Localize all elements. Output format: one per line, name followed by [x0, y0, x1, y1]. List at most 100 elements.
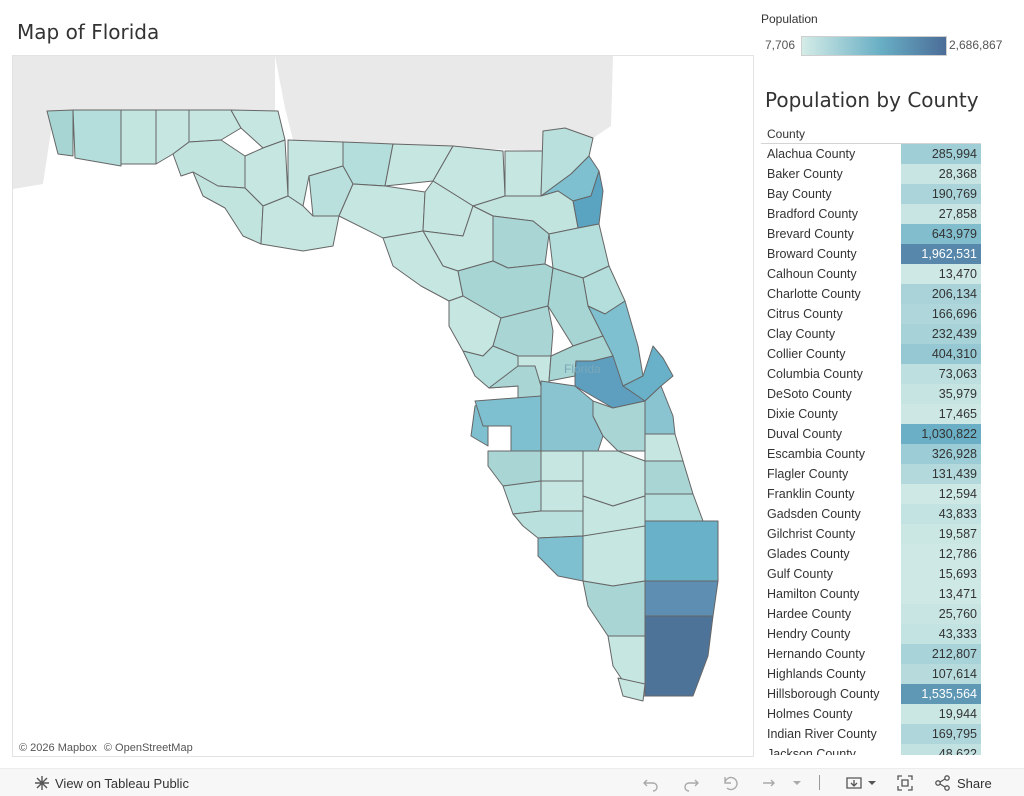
- table-row[interactable]: Indian River County 169,795: [761, 724, 981, 744]
- population-cell[interactable]: 15,693: [901, 564, 981, 584]
- population-cell[interactable]: 73,063: [901, 364, 981, 384]
- population-cell[interactable]: 19,587: [901, 524, 981, 544]
- population-cell[interactable]: 25,760: [901, 604, 981, 624]
- county-shape[interactable]: [46, 109, 74, 157]
- population-cell[interactable]: 19,944: [901, 704, 981, 724]
- table-row[interactable]: Alachua County 285,994: [761, 144, 981, 164]
- table-row[interactable]: Holmes County 19,944: [761, 704, 981, 724]
- undo-button[interactable]: [642, 773, 660, 793]
- population-cell[interactable]: 212,807: [901, 644, 981, 664]
- table-row[interactable]: Dixie County 17,465: [761, 404, 981, 424]
- population-cell[interactable]: 190,769: [901, 184, 981, 204]
- population-cell[interactable]: 48,622: [901, 744, 981, 755]
- table-row[interactable]: Bay County 190,769: [761, 184, 981, 204]
- table-row[interactable]: Hardee County 25,760: [761, 604, 981, 624]
- population-cell[interactable]: 17,465: [901, 404, 981, 424]
- osm-attribution-link[interactable]: © OpenStreetMap: [103, 742, 193, 754]
- refresh-button[interactable]: [760, 773, 778, 793]
- fullscreen-button[interactable]: [896, 773, 914, 793]
- county-shape[interactable]: [582, 580, 646, 637]
- county-shape[interactable]: [72, 109, 122, 167]
- population-cell[interactable]: 169,795: [901, 724, 981, 744]
- population-cell[interactable]: 43,833: [901, 504, 981, 524]
- population-cell[interactable]: 326,928: [901, 444, 981, 464]
- table-row[interactable]: Flagler County 131,439: [761, 464, 981, 484]
- population-cell[interactable]: 1,030,822: [901, 424, 981, 444]
- column-header-county[interactable]: County: [767, 127, 806, 141]
- population-cell[interactable]: 12,594: [901, 484, 981, 504]
- county-shape[interactable]: [502, 480, 542, 515]
- table-row[interactable]: Baker County 28,368: [761, 164, 981, 184]
- population-cell[interactable]: 404,310: [901, 344, 981, 364]
- county-shape[interactable]: [540, 450, 584, 482]
- table-row[interactable]: Duval County 1,030,822: [761, 424, 981, 444]
- county-shape[interactable]: [338, 183, 426, 239]
- table-row[interactable]: Glades County 12,786: [761, 544, 981, 564]
- table-row[interactable]: Highlands County 107,614: [761, 664, 981, 684]
- county-shape[interactable]: [582, 525, 646, 587]
- revert-button[interactable]: [722, 773, 740, 793]
- population-cell[interactable]: 1,535,564: [901, 684, 981, 704]
- population-cell[interactable]: 28,368: [901, 164, 981, 184]
- table-row[interactable]: Hendry County 43,333: [761, 624, 981, 644]
- table-row[interactable]: Clay County 232,439: [761, 324, 981, 344]
- population-cell[interactable]: 131,439: [901, 464, 981, 484]
- table-row[interactable]: Jackson County 48,622: [761, 744, 981, 755]
- county-shape[interactable]: [512, 510, 584, 539]
- county-shape[interactable]: [120, 109, 157, 165]
- population-cell[interactable]: 1,962,531: [901, 244, 981, 264]
- county-shape[interactable]: [188, 109, 242, 143]
- county-table[interactable]: Alachua County 285,994 Baker County 28,368 B…: [761, 144, 981, 755]
- population-cell[interactable]: 43,333: [901, 624, 981, 644]
- table-row[interactable]: Bradford County 27,858: [761, 204, 981, 224]
- table-row[interactable]: Citrus County 166,696: [761, 304, 981, 324]
- table-row[interactable]: Escambia County 326,928: [761, 444, 981, 464]
- download-button[interactable]: [845, 773, 881, 793]
- county-shape[interactable]: [617, 677, 646, 702]
- population-cell[interactable]: 27,858: [901, 204, 981, 224]
- table-row[interactable]: Hillsborough County 1,535,564: [761, 684, 981, 704]
- map-canvas[interactable]: Florida: [13, 56, 753, 756]
- table-row[interactable]: Gadsden County 43,833: [761, 504, 981, 524]
- table-row[interactable]: Brevard County 643,979: [761, 224, 981, 244]
- table-row[interactable]: Columbia County 73,063: [761, 364, 981, 384]
- table-row[interactable]: Franklin County 12,594: [761, 484, 981, 504]
- county-shape[interactable]: [644, 460, 694, 495]
- population-cell[interactable]: 13,470: [901, 264, 981, 284]
- view-on-tableau-public-link[interactable]: View on Tableau Public: [33, 773, 189, 793]
- table-row[interactable]: Hamilton County 13,471: [761, 584, 981, 604]
- county-shape[interactable]: [644, 433, 684, 462]
- population-cell[interactable]: 166,696: [901, 304, 981, 324]
- county-shape[interactable]: [592, 400, 646, 452]
- county-shape[interactable]: [644, 615, 714, 697]
- table-row[interactable]: Collier County 404,310: [761, 344, 981, 364]
- population-cell[interactable]: 12,786: [901, 544, 981, 564]
- county-shape[interactable]: [260, 195, 340, 252]
- redo-button[interactable]: [682, 773, 700, 793]
- refresh-dropdown-button[interactable]: [788, 773, 806, 793]
- population-cell[interactable]: 35,979: [901, 384, 981, 404]
- share-button[interactable]: Share: [934, 773, 992, 793]
- table-row[interactable]: Hernando County 212,807: [761, 644, 981, 664]
- population-cell[interactable]: 13,471: [901, 584, 981, 604]
- county-shape[interactable]: [487, 450, 542, 487]
- table-row[interactable]: Gilchrist County 19,587: [761, 524, 981, 544]
- population-cell[interactable]: 643,979: [901, 224, 981, 244]
- florida-map[interactable]: Florida © 2026 Mapbox © OpenStreetMap: [12, 55, 754, 757]
- county-shape[interactable]: [540, 480, 584, 512]
- table-row[interactable]: DeSoto County 35,979: [761, 384, 981, 404]
- county-shapes[interactable]: [46, 109, 719, 702]
- population-cell[interactable]: 107,614: [901, 664, 981, 684]
- mapbox-attribution-link[interactable]: © 2026 Mapbox: [19, 742, 97, 754]
- county-shape[interactable]: [644, 385, 676, 435]
- population-cell[interactable]: 206,134: [901, 284, 981, 304]
- population-cell[interactable]: 285,994: [901, 144, 981, 164]
- table-row[interactable]: Calhoun County 13,470: [761, 264, 981, 284]
- county-shape[interactable]: [504, 150, 544, 197]
- county-shape[interactable]: [582, 450, 646, 507]
- county-shape[interactable]: [644, 580, 719, 617]
- table-row[interactable]: Broward County 1,962,531: [761, 244, 981, 264]
- county-shape[interactable]: [644, 520, 719, 582]
- county-shape[interactable]: [644, 493, 704, 522]
- county-shape[interactable]: [537, 535, 584, 582]
